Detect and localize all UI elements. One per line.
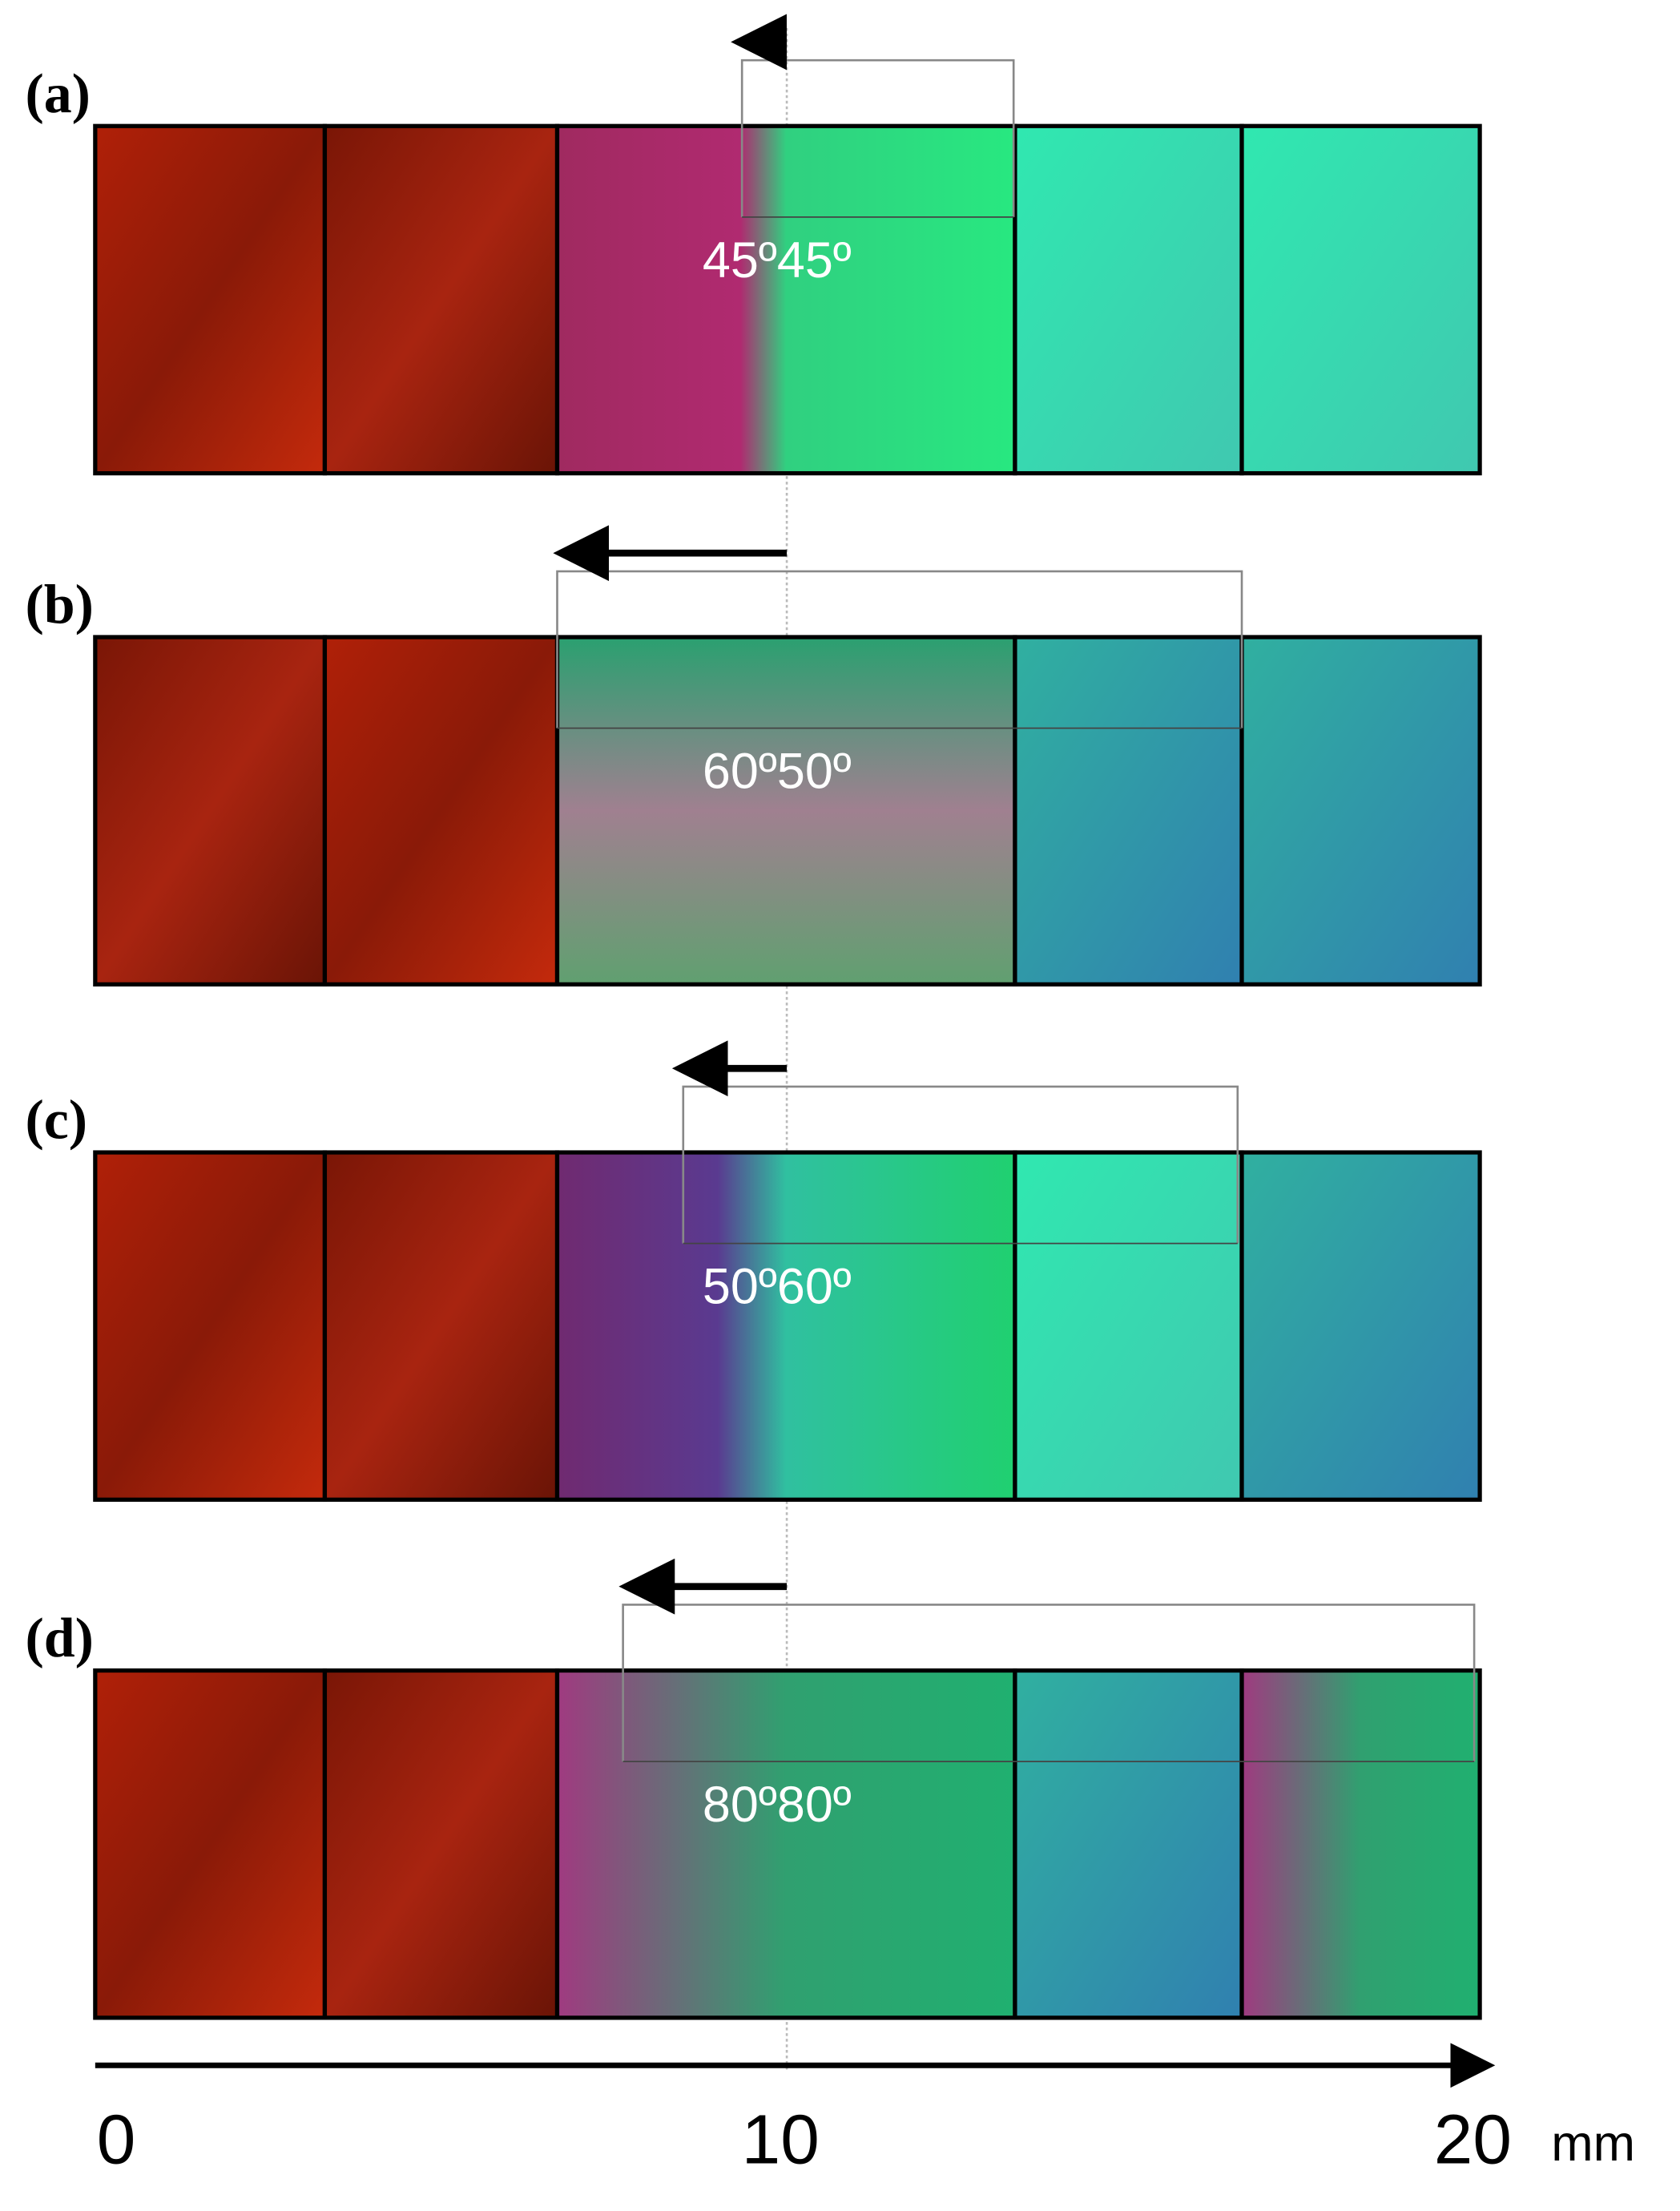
tick-label: 20: [1434, 2100, 1512, 2179]
micrograph-tile: [554, 1668, 1017, 2020]
micrograph-tile: [93, 635, 328, 986]
angle-label: 50º60º: [703, 1259, 852, 1315]
angle-label: 60º50º: [703, 744, 852, 800]
tick-label: 0: [97, 2100, 136, 2179]
micrograph-tile: [1013, 1668, 1244, 2020]
micrograph-tile: [1239, 635, 1482, 986]
bracket: [740, 59, 1015, 217]
micrograph-tile: [1013, 635, 1244, 986]
bracket: [622, 1604, 1476, 1762]
angle-label: 80º80º: [703, 1777, 852, 1833]
axis-unit: mm: [1551, 2116, 1635, 2172]
bracket: [682, 1085, 1239, 1244]
micrograph-tile: [93, 123, 328, 476]
micrograph-tile: [322, 1668, 560, 2020]
micrograph-tile: [1013, 1150, 1244, 1502]
micrograph-tile: [322, 635, 560, 986]
micrograph-tile: [1239, 1150, 1482, 1502]
micrograph-tile: [93, 1150, 328, 1502]
angle-label: 45º45º: [703, 232, 852, 288]
micrograph-tile: [1239, 1668, 1482, 2020]
micrograph-tile: [93, 1668, 328, 2020]
micrograph-tile: [1013, 123, 1244, 476]
micrograph-tile: [554, 123, 1017, 476]
panel-label: (c): [25, 1090, 87, 1152]
panel-label: (b): [25, 575, 93, 636]
micrograph-tile: [554, 635, 1017, 986]
tick-label: 10: [742, 2100, 820, 2179]
micrograph-tile: [322, 1150, 560, 1502]
micrograph-tile: [322, 123, 560, 476]
panel-label: (d): [25, 1608, 93, 1669]
bracket: [556, 570, 1243, 728]
micrograph-tile: [1239, 123, 1482, 476]
micrograph-tile: [554, 1150, 1017, 1502]
panel-label: (a): [25, 63, 90, 125]
